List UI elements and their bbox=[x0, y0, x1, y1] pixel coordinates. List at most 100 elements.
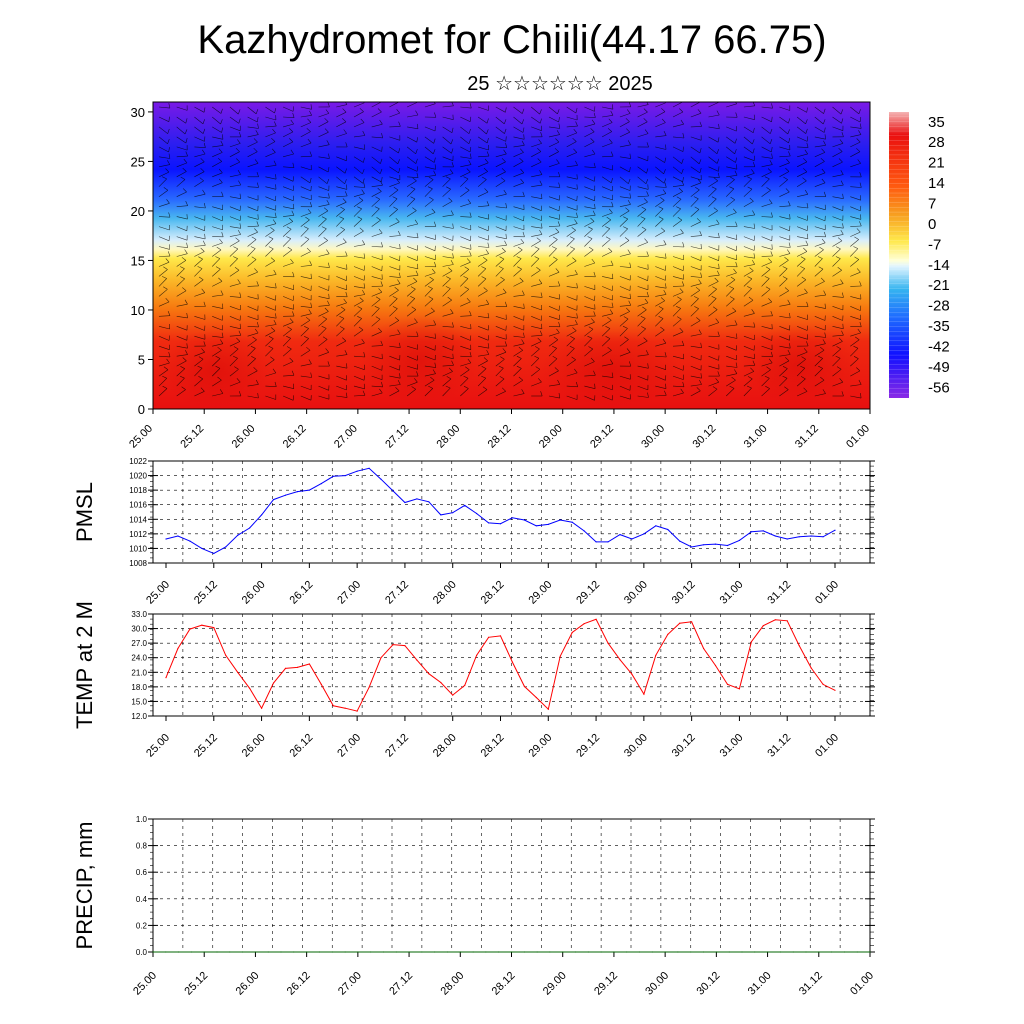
warm-anomaly bbox=[360, 315, 480, 405]
wind-barb-flag bbox=[818, 365, 823, 369]
wind-barb bbox=[779, 335, 790, 341]
wind-barb-flag bbox=[359, 297, 364, 302]
wind-barb-flag bbox=[415, 158, 418, 164]
wind-barb bbox=[389, 266, 400, 271]
wind-barb-flag bbox=[555, 228, 560, 233]
wind-barb bbox=[531, 341, 542, 347]
wind-barb bbox=[442, 173, 454, 178]
wind-barb bbox=[477, 389, 488, 397]
wind-barb-flag bbox=[416, 166, 418, 172]
warm-anomaly bbox=[540, 330, 680, 409]
wind-barb-flag bbox=[572, 257, 577, 262]
wind-barb bbox=[229, 234, 241, 237]
wind-barb-flag bbox=[788, 138, 791, 143]
wind-barb bbox=[247, 239, 257, 247]
wind-barb bbox=[265, 125, 277, 128]
wind-barb bbox=[850, 231, 861, 237]
wind-barb-flag bbox=[433, 320, 437, 326]
wind-barb-flag bbox=[610, 110, 614, 116]
wind-barb bbox=[761, 246, 773, 250]
x-tick-label: 30.00 bbox=[643, 970, 671, 998]
wind-barb-flag bbox=[395, 217, 400, 223]
wind-barb bbox=[531, 106, 540, 115]
wind-barb-flag bbox=[410, 186, 416, 190]
y-tick-label: 33.0 bbox=[131, 610, 147, 619]
wind-barb-flag bbox=[787, 299, 791, 305]
wind-barb bbox=[212, 281, 223, 287]
wind-barb bbox=[814, 281, 825, 287]
wind-barb bbox=[743, 326, 755, 328]
data-point bbox=[416, 659, 418, 661]
wind-barb-flag bbox=[572, 327, 577, 332]
wind-barb-flag bbox=[699, 230, 702, 236]
wind-barb bbox=[406, 298, 416, 307]
wind-barb bbox=[850, 348, 859, 357]
data-point bbox=[667, 528, 669, 531]
wind-barb bbox=[655, 395, 667, 397]
data-point bbox=[392, 490, 394, 492]
wind-barb-flag bbox=[842, 193, 844, 199]
wind-barb bbox=[743, 256, 755, 259]
wind-barb-flag bbox=[451, 162, 454, 167]
wind-barb-flag bbox=[626, 109, 631, 114]
data-point bbox=[595, 618, 597, 620]
data-point bbox=[165, 538, 167, 540]
wind-barb bbox=[619, 276, 631, 281]
wind-barb-flag bbox=[340, 206, 345, 210]
wind-barb bbox=[407, 223, 418, 227]
wind-barb bbox=[389, 298, 398, 307]
wind-barb-flag bbox=[216, 246, 222, 251]
wind-barb-flag bbox=[345, 291, 348, 297]
wind-barb-flag bbox=[501, 158, 506, 163]
wind-barb-flag bbox=[521, 119, 524, 125]
wind-barb bbox=[601, 286, 613, 291]
wind-barb bbox=[584, 296, 595, 301]
wind-barb-flag bbox=[836, 366, 842, 370]
wind-barb bbox=[282, 106, 294, 112]
wind-barb-flag bbox=[735, 157, 737, 163]
wind-barb bbox=[460, 136, 470, 145]
wind-barb-flag bbox=[785, 167, 790, 172]
wind-barb-flag bbox=[536, 237, 541, 242]
series-points bbox=[152, 951, 871, 953]
wind-barb bbox=[779, 290, 789, 297]
wind-barb bbox=[247, 358, 256, 367]
wind-barb-flag bbox=[412, 207, 417, 211]
wind-barb-flag bbox=[541, 323, 543, 329]
data-point bbox=[357, 951, 359, 953]
data-point bbox=[395, 951, 397, 953]
wind-barb bbox=[318, 395, 330, 400]
wind-barb-flag bbox=[502, 288, 507, 293]
wind-barb bbox=[176, 126, 186, 135]
wind-barb-flag bbox=[729, 286, 735, 289]
wind-barb-flag bbox=[321, 226, 327, 230]
wind-barb-flag bbox=[274, 108, 277, 114]
wind-barb bbox=[814, 268, 824, 277]
wind-barb-flag bbox=[499, 376, 505, 380]
wind-barb-flag bbox=[853, 345, 859, 349]
wind-barb bbox=[265, 165, 277, 168]
wind-barb bbox=[336, 375, 347, 381]
wind-barb-flag bbox=[836, 346, 841, 350]
wind-barb bbox=[690, 283, 702, 287]
wind-barb bbox=[832, 358, 841, 367]
wind-barb-flag bbox=[588, 326, 594, 330]
wind-barb bbox=[442, 326, 454, 328]
wind-barb bbox=[566, 274, 578, 277]
wind-barb-flag bbox=[734, 138, 737, 144]
wind-barb bbox=[442, 371, 453, 377]
wind-barb-flag bbox=[485, 249, 489, 254]
wind-barb-flag bbox=[718, 232, 720, 238]
wind-barb bbox=[424, 236, 436, 240]
wind-barb bbox=[832, 348, 841, 357]
wind-barb bbox=[158, 246, 170, 250]
data-point bbox=[189, 628, 191, 630]
wind-barb bbox=[336, 365, 348, 369]
wind-barb bbox=[424, 355, 436, 361]
wind-barb-flag bbox=[186, 343, 188, 349]
wind-barb bbox=[761, 355, 773, 358]
y-tick-label: 0.6 bbox=[136, 868, 148, 877]
wind-barb bbox=[318, 166, 329, 173]
wind-barb-flag bbox=[594, 176, 596, 182]
wind-barb bbox=[300, 265, 312, 267]
